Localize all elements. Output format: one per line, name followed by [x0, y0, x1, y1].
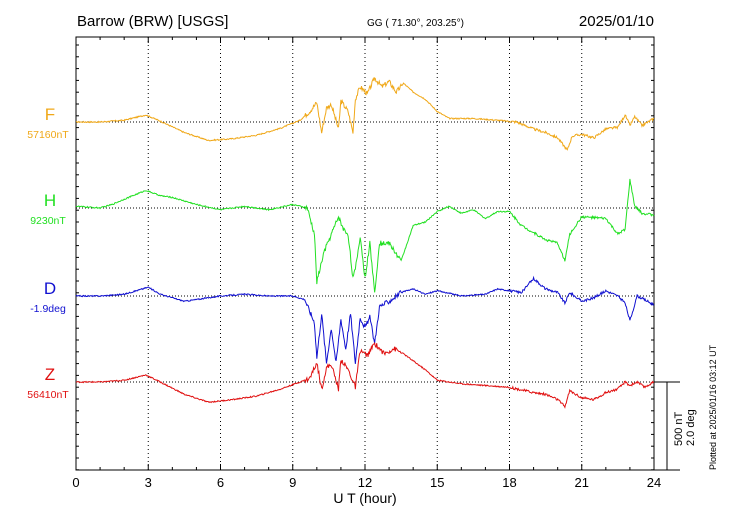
series-baseline-label-Z: 56410nT — [27, 389, 69, 401]
plotted-at-note: Plotted at 2025/01/16 03:12 UT — [708, 344, 718, 470]
series-baseline-label-F: 57160nT — [27, 129, 69, 141]
series-baseline-label-H: 9230nT — [30, 215, 66, 227]
coordinates-label: GG ( 71.30°, 203.25°) — [367, 18, 464, 29]
series-line-Z — [75, 341, 655, 409]
vertical-grid — [147, 37, 583, 470]
axis-ticks — [75, 37, 655, 471]
series-name-Z: Z — [45, 365, 55, 384]
series-name-D: D — [44, 279, 56, 298]
x-tick-labels: 0 3 6 9 12 15 18 21 24 — [72, 475, 661, 490]
series-line-F — [75, 76, 655, 151]
series-baselines — [76, 121, 654, 383]
x-tick-label-0: 0 — [72, 475, 79, 490]
x-tick-label-12: 12 — [358, 475, 372, 490]
x-tick-label-6: 6 — [217, 475, 224, 490]
scale-angle-label: 2.0 deg — [685, 409, 697, 446]
series-lines — [75, 76, 655, 409]
series-name-H: H — [44, 191, 56, 210]
series-labels: F 57160nT H 9230nT D -1.9deg Z 56410nT — [27, 105, 69, 401]
station-title: Barrow (BRW) [USGS] — [77, 13, 228, 30]
x-tick-label-3: 3 — [145, 475, 152, 490]
x-tick-label-18: 18 — [502, 475, 516, 490]
series-baseline-label-D: -1.9deg — [30, 303, 66, 315]
x-axis-label: U T (hour) — [333, 490, 396, 506]
x-tick-label-21: 21 — [575, 475, 589, 490]
x-tick-label-9: 9 — [289, 475, 296, 490]
scale-field-label: 500 nT — [673, 411, 685, 446]
series-name-F: F — [45, 105, 55, 124]
date-label: 2025/01/10 — [579, 13, 654, 30]
series-line-H — [75, 178, 655, 293]
x-tick-label-15: 15 — [430, 475, 444, 490]
series-line-D — [75, 275, 655, 364]
x-tick-label-24: 24 — [647, 475, 661, 490]
